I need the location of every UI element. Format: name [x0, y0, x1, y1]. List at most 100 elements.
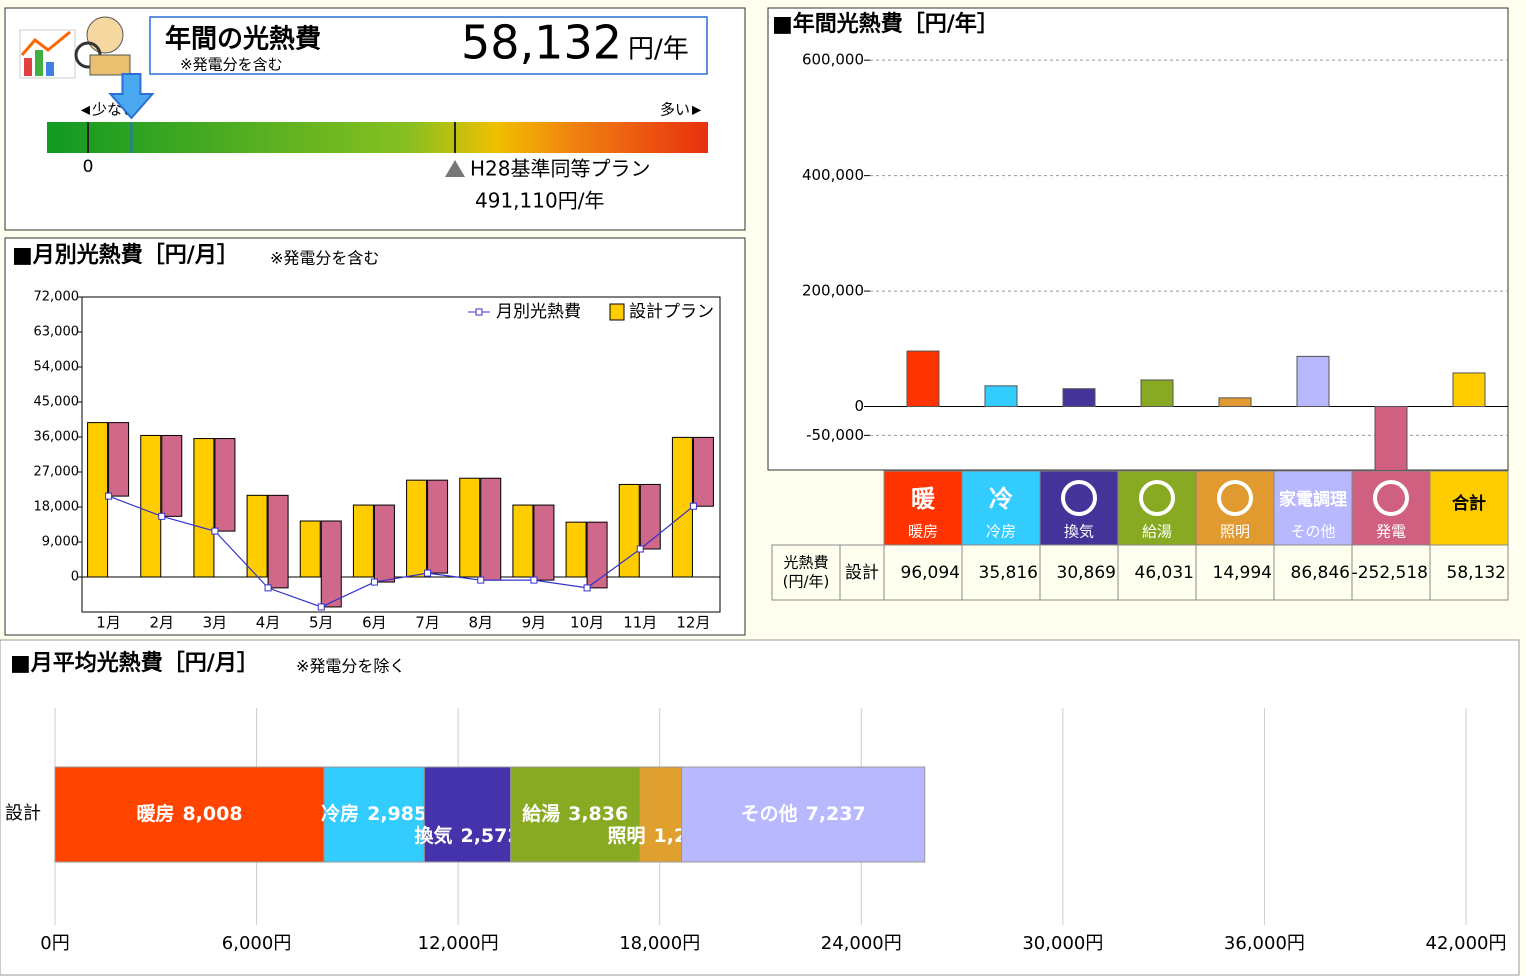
- row-name: 設計: [845, 563, 879, 583]
- arrow-left: ◀: [81, 103, 91, 117]
- value-cell: [1195, 544, 1275, 601]
- segment-value: 2,985: [367, 803, 427, 825]
- offset-bar: [108, 422, 130, 497]
- bar-segment: [423, 766, 512, 863]
- y-tick-label: 9,000: [42, 535, 79, 550]
- category-label: 換気: [1064, 523, 1094, 541]
- bar: [140, 434, 162, 578]
- point: [264, 584, 272, 592]
- value-label: 35,816: [979, 563, 1038, 583]
- bar: [1218, 397, 1252, 408]
- bar: [984, 385, 1018, 408]
- annual-title: ■年間光熱費［円/年］: [772, 11, 999, 37]
- point: [689, 502, 697, 510]
- y-tick-label: 72,000: [34, 290, 80, 305]
- value-cell: [1273, 544, 1353, 601]
- category-label: 暖房: [908, 523, 938, 541]
- point: [105, 492, 113, 500]
- segment-name: 冷房: [321, 802, 359, 825]
- y-category: 設計: [5, 803, 41, 824]
- y-tick-label: 54,000: [34, 360, 80, 375]
- y-tick-label: 45,000: [34, 395, 80, 410]
- legend-point: [475, 308, 483, 316]
- point: [370, 578, 378, 586]
- offset-bar: [639, 483, 661, 550]
- segment-value: 2,572: [460, 825, 520, 847]
- y-tick-label: 0: [71, 570, 79, 585]
- x-tick-label: 8月: [468, 614, 493, 632]
- icon-text: 家電調理: [1279, 489, 1347, 510]
- x-tick-label: 0円: [40, 933, 69, 954]
- segment-value: 8,008: [182, 803, 242, 825]
- y-tick-label: 36,000: [34, 430, 80, 445]
- bar: [906, 350, 940, 408]
- y-tick-label: -50,000: [806, 426, 864, 444]
- bar: [1140, 379, 1174, 408]
- monthly-note: ※発電分を含む: [270, 249, 379, 268]
- bar: [459, 477, 481, 578]
- gauge-bar: [47, 122, 708, 153]
- point: [477, 576, 485, 584]
- x-tick-label: 6月: [362, 614, 387, 632]
- y-tick-label: 0: [854, 397, 864, 415]
- value-cell: [1039, 544, 1119, 601]
- bar-segment: [323, 766, 425, 863]
- row-name-cell: [839, 544, 885, 601]
- segment-name: その他: [741, 802, 798, 825]
- x-tick-label: 9月: [522, 614, 547, 632]
- point: [530, 576, 538, 584]
- bar: [512, 504, 534, 578]
- bar: [1374, 406, 1408, 470]
- gauge-ref-marker: [445, 160, 465, 177]
- row-header-cell: [771, 544, 841, 601]
- bar: [406, 479, 428, 578]
- category-label: 発電: [1376, 523, 1406, 541]
- value-cell: [961, 544, 1041, 601]
- row-header: (円/年): [783, 573, 830, 591]
- bar: [87, 422, 109, 578]
- segment-label: 換気 2,572: [414, 824, 520, 847]
- plot-area: [81, 296, 721, 613]
- header-cell: [883, 470, 963, 546]
- x-tick-label: 7月: [415, 614, 440, 632]
- offset-bar: [427, 479, 449, 574]
- arrow-right: ▶: [692, 103, 702, 117]
- x-tick-label: 11月: [623, 614, 657, 632]
- value-label: 30,869: [1057, 563, 1116, 583]
- annual-panel: [767, 7, 1509, 471]
- point: [636, 545, 644, 553]
- bar: [193, 438, 215, 578]
- summary-title: 年間の光熱費: [165, 24, 321, 55]
- legend-swatch: [609, 303, 625, 321]
- value-label: 96,094: [901, 563, 960, 583]
- bar-segment: [681, 766, 926, 863]
- value-label: 14,994: [1213, 563, 1272, 583]
- legend-label: 設計プラン: [629, 302, 714, 322]
- x-tick-label: 1月: [96, 614, 121, 632]
- header-cell: [961, 470, 1041, 546]
- x-tick-label: 30,000円: [1022, 933, 1103, 954]
- y-tick-label: 18,000: [34, 500, 80, 515]
- value-cell: [1351, 544, 1431, 601]
- y-tick-label: 200,000: [802, 282, 864, 300]
- bar: [1452, 372, 1486, 408]
- bar-segment: [54, 766, 325, 863]
- icon: [19, 16, 131, 79]
- offset-bar: [533, 504, 555, 581]
- bar: [299, 520, 321, 578]
- segment-label: 暖房 8,008: [136, 802, 242, 825]
- y-tick-label: 27,000: [34, 465, 80, 480]
- point: [583, 584, 591, 592]
- bars: [906, 350, 1486, 470]
- bar: [618, 483, 640, 578]
- gauge-ref-name: H28基準同等プラン: [470, 157, 651, 181]
- row-header: 光熱費: [783, 554, 828, 572]
- icon: [1139, 480, 1175, 516]
- value-cell: [883, 544, 963, 601]
- category-label: 合計: [1452, 493, 1486, 514]
- segment-name: 暖房: [136, 802, 174, 825]
- bar: [565, 521, 587, 578]
- bar-segment: [510, 766, 641, 863]
- icon-text: 冷: [989, 485, 1013, 513]
